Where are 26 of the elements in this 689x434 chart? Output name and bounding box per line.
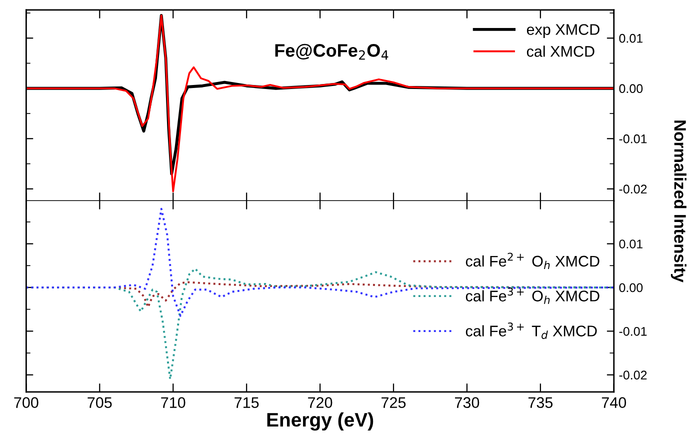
text: Fe@CoFe$_{2}$O$_{4}$: [275, 44, 388, 60]
line-series: [26, 208, 614, 317]
y-tick-label: 0.01: [619, 240, 642, 248]
legend-label: cal Fe$^{3+}$ O$_{h}$ XMCD: [466, 288, 600, 304]
legend-label: cal XMCD: [526, 46, 594, 57]
x-tick-label: 700: [14, 397, 38, 408]
legend-label: exp XMCD: [526, 24, 600, 38]
y-tick-label: -0.01: [619, 134, 647, 144]
x-tick-label: 735: [528, 397, 553, 408]
x-tick-label: 710: [161, 397, 186, 408]
y-tick-label: -0.01: [619, 326, 647, 336]
y-tick-label: 0.00: [619, 84, 643, 94]
legend-label: cal Fe$^{2+}$ O$_{h}$ XMCD: [466, 252, 600, 269]
x-axis-title: Energy (eV): [267, 412, 374, 431]
y-axis-title: Normalized Intensity: [670, 120, 686, 282]
legend-label: cal Fe$^{3+}$ T$_{d}$ XMCD: [466, 322, 597, 339]
x-tick-label: 705: [88, 397, 112, 408]
y-tick-label: -0.02: [619, 370, 647, 380]
x-tick-label: 730: [455, 397, 480, 408]
x-tick-label: 720: [308, 397, 332, 408]
y-tick-label: 0.01: [619, 34, 642, 43]
x-tick-label: 715: [234, 397, 259, 408]
y-tick-label: -0.02: [619, 184, 647, 194]
y-tick-label: 0.00: [619, 283, 643, 292]
x-tick-label: 740: [602, 397, 626, 408]
x-tick-label: 725: [382, 397, 406, 408]
